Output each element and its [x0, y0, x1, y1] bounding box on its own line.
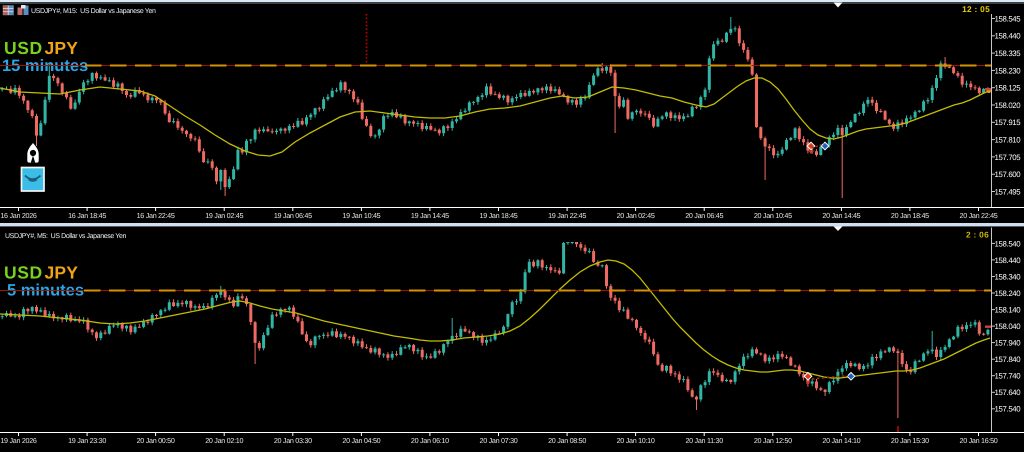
- svg-text:19 Jan 18:45: 19 Jan 18:45: [480, 211, 518, 220]
- svg-text:12 : 05: 12 : 05: [962, 4, 990, 14]
- svg-text:20 Jan 10:10: 20 Jan 10:10: [617, 436, 655, 445]
- svg-text:20 Jan 04:50: 20 Jan 04:50: [342, 436, 380, 445]
- svg-text:158.340: 158.340: [995, 272, 1022, 281]
- svg-text:157.915: 157.915: [995, 118, 1022, 127]
- svg-text:157.540: 157.540: [995, 405, 1022, 414]
- svg-text:158.440: 158.440: [995, 32, 1022, 41]
- svg-text:20 Jan 14:45: 20 Jan 14:45: [822, 211, 860, 220]
- svg-text:20 Jan 10:45: 20 Jan 10:45: [754, 211, 792, 220]
- svg-text:16 Jan 18:45: 16 Jan 18:45: [68, 211, 106, 220]
- svg-text:20 Jan 14:10: 20 Jan 14:10: [822, 436, 860, 445]
- svg-text:USDJPY#, M15: US Dollar vs Ja: USDJPY#, M15: US Dollar vs Japanese Yen: [31, 7, 156, 15]
- svg-text:20 Jan 15:30: 20 Jan 15:30: [891, 436, 929, 445]
- svg-text:20 Jan 06:45: 20 Jan 06:45: [685, 211, 723, 220]
- svg-text:157.840: 157.840: [995, 355, 1022, 364]
- svg-text:157.740: 157.740: [995, 372, 1022, 381]
- svg-text:16 Jan 22:45: 16 Jan 22:45: [137, 211, 175, 220]
- svg-text:157.495: 157.495: [995, 187, 1022, 196]
- svg-text:158.540: 158.540: [995, 239, 1022, 248]
- svg-text:USD: USD: [4, 38, 43, 58]
- svg-text:20 Jan 06:10: 20 Jan 06:10: [411, 436, 449, 445]
- svg-text:2 : 06: 2 : 06: [966, 229, 989, 239]
- svg-text:20 Jan 16:50: 20 Jan 16:50: [960, 436, 998, 445]
- svg-text:158.125: 158.125: [995, 84, 1022, 93]
- svg-text:158.240: 158.240: [995, 289, 1022, 298]
- svg-text:19 Jan 02:45: 19 Jan 02:45: [205, 211, 243, 220]
- svg-text:20 Jan 02:45: 20 Jan 02:45: [617, 211, 655, 220]
- svg-text:20 Jan 08:50: 20 Jan 08:50: [548, 436, 586, 445]
- svg-text:158.140: 158.140: [995, 306, 1022, 315]
- svg-text:20 Jan 18:45: 20 Jan 18:45: [891, 211, 929, 220]
- svg-text:158.040: 158.040: [995, 322, 1022, 331]
- svg-text:USD: USD: [4, 263, 43, 283]
- svg-text:20 Jan 00:50: 20 Jan 00:50: [137, 436, 175, 445]
- svg-text:19 Jan 10:45: 19 Jan 10:45: [342, 211, 380, 220]
- svg-text:20 Jan 02:10: 20 Jan 02:10: [205, 436, 243, 445]
- svg-text:JPY: JPY: [45, 38, 79, 58]
- svg-text:157.940: 157.940: [995, 339, 1022, 348]
- svg-text:19 Jan 06:45: 19 Jan 06:45: [274, 211, 312, 220]
- svg-text:157.705: 157.705: [995, 153, 1022, 162]
- svg-text:158.230: 158.230: [995, 66, 1022, 75]
- svg-text:16 Jan 2026: 16 Jan 2026: [0, 211, 37, 220]
- svg-text:JPY: JPY: [45, 263, 79, 283]
- svg-text:20 Jan 07:30: 20 Jan 07:30: [480, 436, 518, 445]
- svg-text:158.545: 158.545: [995, 14, 1022, 23]
- svg-text:157.600: 157.600: [995, 170, 1022, 179]
- svg-text:20 Jan 03:30: 20 Jan 03:30: [274, 436, 312, 445]
- svg-text:157.640: 157.640: [995, 388, 1022, 397]
- svg-text:19 Jan 22:45: 19 Jan 22:45: [548, 211, 586, 220]
- svg-text:158.335: 158.335: [995, 49, 1022, 58]
- svg-text:158.440: 158.440: [995, 256, 1022, 265]
- svg-text:USDJPY#, M5: US Dollar vs Jap: USDJPY#, M5: US Dollar vs Japanese Yen: [5, 232, 126, 240]
- svg-text:20 Jan 11:30: 20 Jan 11:30: [685, 436, 723, 445]
- svg-text:20 Jan 12:50: 20 Jan 12:50: [754, 436, 792, 445]
- svg-text:20 Jan 22:45: 20 Jan 22:45: [960, 211, 998, 220]
- svg-text:19 Jan 14:45: 19 Jan 14:45: [411, 211, 449, 220]
- svg-text:19 Jan 23:30: 19 Jan 23:30: [68, 436, 106, 445]
- svg-text:19 Jan 2026: 19 Jan 2026: [0, 436, 37, 445]
- svg-text:157.810: 157.810: [995, 136, 1022, 145]
- svg-text:158.020: 158.020: [995, 101, 1022, 110]
